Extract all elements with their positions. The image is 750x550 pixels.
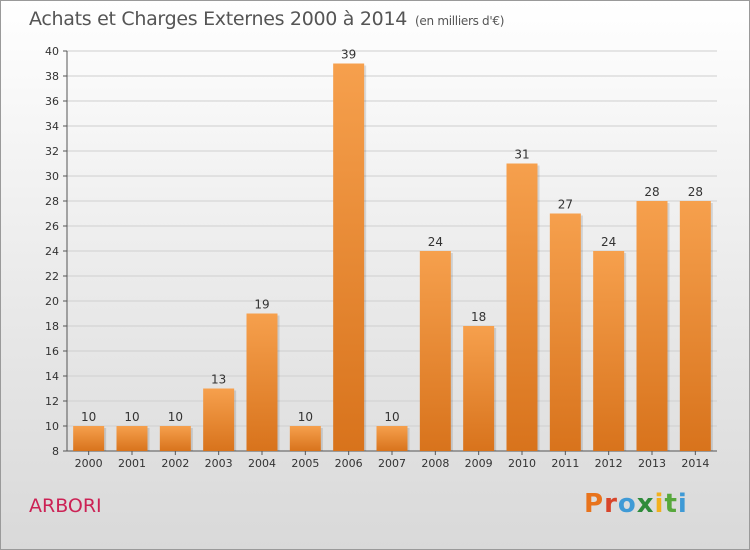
y-tick-label: 40	[45, 45, 59, 58]
x-tick-label: 2003	[205, 457, 233, 470]
bar-value-label: 10	[168, 410, 183, 424]
bar	[116, 426, 148, 451]
bar-value-label: 24	[428, 235, 443, 249]
brand-letter: P	[584, 489, 605, 519]
brand-letter: r	[604, 489, 618, 519]
bar	[419, 251, 451, 451]
bar	[73, 426, 105, 451]
bar-value-label: 13	[211, 373, 226, 387]
y-tick-label: 24	[45, 245, 59, 258]
bar-value-label: 18	[471, 310, 486, 324]
bar	[463, 326, 495, 451]
bar-value-label: 39	[341, 48, 356, 62]
y-tick-label: 38	[45, 70, 59, 83]
y-tick-label: 12	[45, 395, 59, 408]
y-tick-label: 14	[45, 370, 59, 383]
y-tick-label: 20	[45, 295, 59, 308]
bar-value-label: 24	[601, 235, 616, 249]
bar	[549, 213, 581, 451]
commune-name: ARBORI	[29, 495, 102, 517]
bar	[159, 426, 191, 451]
x-tick-label: 2013	[638, 457, 666, 470]
bar-value-label: 31	[514, 148, 529, 162]
brand-letter: i	[654, 489, 665, 519]
bar-value-label: 10	[298, 410, 313, 424]
brand-letter: x	[636, 489, 655, 519]
x-tick-label: 2012	[595, 457, 623, 470]
x-tick-label: 2002	[161, 457, 189, 470]
y-tick-label: 16	[45, 345, 59, 358]
bar-value-label: 27	[558, 198, 573, 212]
x-tick-label: 2009	[465, 457, 493, 470]
brand-letter: t	[664, 489, 678, 519]
bar-value-label: 28	[644, 185, 659, 199]
x-tick-label: 2008	[421, 457, 449, 470]
x-tick-label: 2010	[508, 457, 536, 470]
x-tick-label: 2007	[378, 457, 406, 470]
x-tick-label: 2005	[291, 457, 319, 470]
bar-value-label: 10	[384, 410, 399, 424]
brand-letter: o	[617, 489, 637, 519]
y-tick-label: 28	[45, 195, 59, 208]
bar	[203, 388, 235, 451]
bar	[246, 313, 278, 451]
bar	[333, 63, 365, 451]
bar-value-label: 19	[254, 298, 269, 312]
x-tick-label: 2006	[335, 457, 363, 470]
x-tick-label: 2011	[551, 457, 579, 470]
bar	[289, 426, 321, 451]
y-tick-label: 18	[45, 320, 59, 333]
x-tick-label: 2001	[118, 457, 146, 470]
bar	[636, 201, 668, 451]
unit-label: (en milliers d'€)	[415, 14, 505, 28]
x-tick-label: 2014	[681, 457, 709, 470]
chart-title: Achats et Charges Externes 2000 à 2014 (e…	[29, 8, 504, 30]
y-tick-label: 36	[45, 95, 59, 108]
y-tick-label: 10	[45, 420, 59, 433]
bar	[506, 163, 538, 451]
proxiti-logo[interactable]: Proxiti	[584, 489, 688, 519]
bar	[376, 426, 408, 451]
y-tick-label: 32	[45, 145, 59, 158]
y-tick-label: 34	[45, 120, 59, 133]
y-tick-label: 8	[52, 445, 59, 458]
x-tick-label: 2004	[248, 457, 276, 470]
y-tick-label: 30	[45, 170, 59, 183]
x-tick-label: 2000	[75, 457, 103, 470]
bar-value-label: 28	[688, 185, 703, 199]
bar-value-label: 10	[81, 410, 96, 424]
bar	[593, 251, 625, 451]
y-tick-label: 22	[45, 270, 59, 283]
brand-letter: i	[677, 489, 688, 519]
bar	[679, 201, 711, 451]
bar-value-label: 10	[124, 410, 139, 424]
title-text: Achats et Charges Externes 2000 à 2014	[29, 8, 408, 30]
y-tick-label: 26	[45, 220, 59, 233]
